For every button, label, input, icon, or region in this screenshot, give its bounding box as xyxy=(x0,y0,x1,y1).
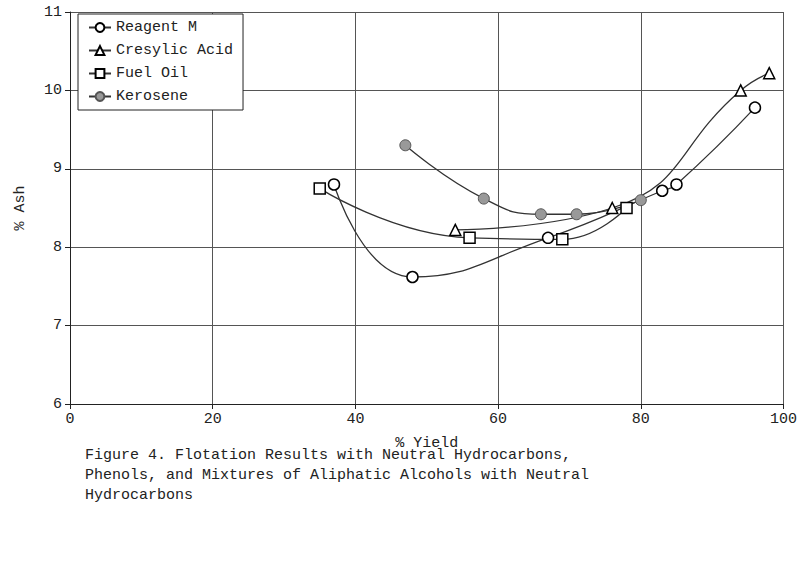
svg-text:Phenols, and Mixtures of Aliph: Phenols, and Mixtures of Aliphatic Alcoh… xyxy=(85,467,598,484)
svg-text:0: 0 xyxy=(65,411,74,428)
svg-text:10: 10 xyxy=(44,82,62,99)
svg-text:Kerosene: Kerosene xyxy=(116,88,188,105)
svg-text:Reagent M: Reagent M xyxy=(116,19,197,36)
svg-text:% Ash: % Ash xyxy=(12,185,29,230)
svg-text:Cresylic Acid: Cresylic Acid xyxy=(116,42,233,59)
svg-text:60: 60 xyxy=(489,411,507,428)
svg-text:7: 7 xyxy=(53,317,62,334)
svg-text:11: 11 xyxy=(44,4,62,21)
svg-text:100: 100 xyxy=(770,411,797,428)
svg-text:8: 8 xyxy=(53,239,62,256)
svg-text:6: 6 xyxy=(53,396,62,413)
svg-text:9: 9 xyxy=(53,160,62,177)
svg-text:Fuel Oil: Fuel Oil xyxy=(116,65,188,82)
svg-text:80: 80 xyxy=(632,411,650,428)
svg-text:Figure 4. Flotation Results wi: Figure 4. Flotation Results with Neutral… xyxy=(85,447,580,464)
svg-text:Hydrocarbons: Hydrocarbons xyxy=(85,487,193,504)
svg-text:% Yield: % Yield xyxy=(395,435,459,452)
svg-text:20: 20 xyxy=(204,411,222,428)
svg-text:40: 40 xyxy=(346,411,364,428)
